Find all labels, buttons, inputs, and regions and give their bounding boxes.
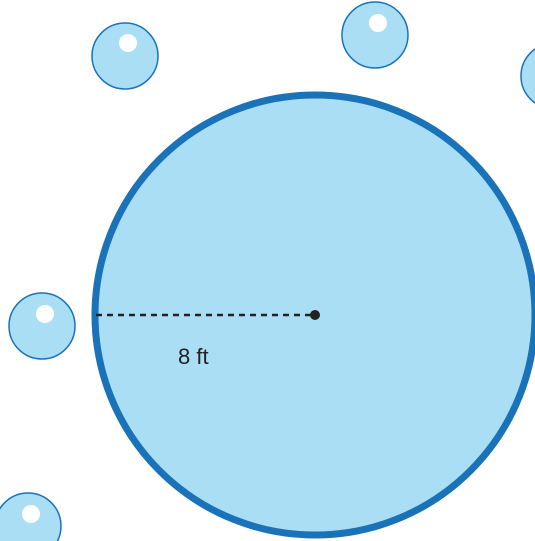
radius-label: 8 ft: [178, 344, 209, 369]
bubble-icon: [520, 48, 535, 104]
bubble-icon: [8, 292, 76, 360]
bubble-icon: [91, 22, 159, 90]
center-dot: [310, 310, 320, 320]
bubble-icon: [341, 1, 409, 69]
bubble-icon: [0, 492, 62, 541]
